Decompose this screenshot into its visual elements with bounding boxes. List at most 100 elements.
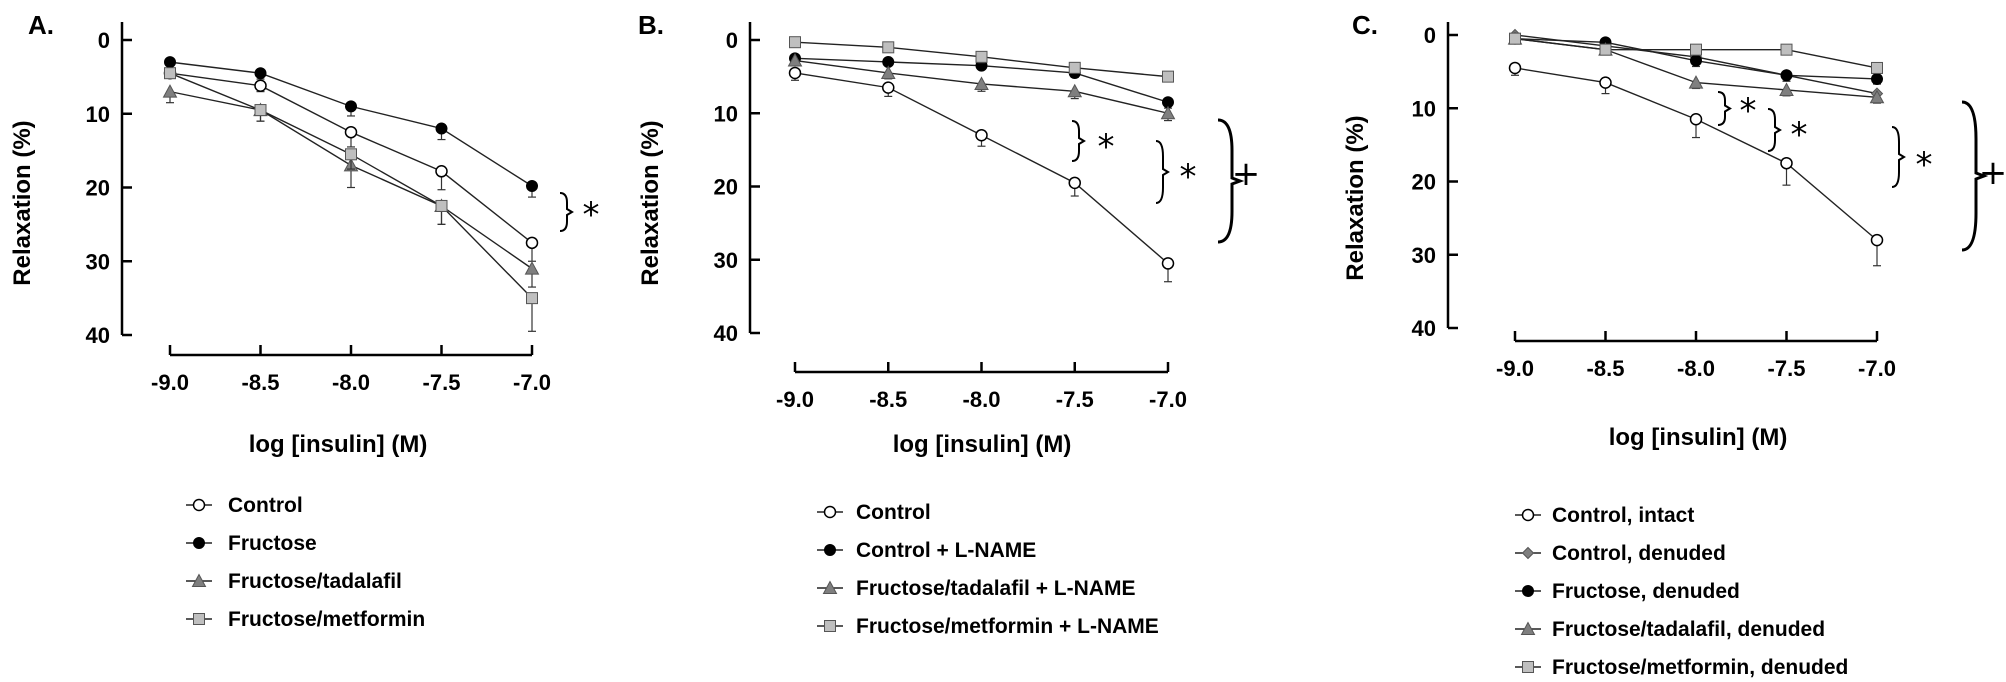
legend-entry: Fructose/tadalafil [228, 570, 402, 593]
panel-label: A. [28, 10, 54, 40]
data-point [1509, 32, 1521, 45]
significance-plus: + [1232, 154, 1261, 194]
data-point [1690, 54, 1702, 67]
data-point [1161, 257, 1175, 270]
significance-plus: + [1979, 153, 2006, 193]
significance-star: * [1180, 157, 1197, 197]
data-point [1870, 233, 1884, 247]
data-point [526, 292, 538, 305]
significance-bracket [1155, 140, 1170, 204]
data-point [525, 236, 539, 250]
data-point [1599, 76, 1612, 89]
data-point [526, 180, 538, 193]
y-tick-label: 20 [86, 176, 110, 201]
chart-panel-c: C. 0 10 20 30 40 -9.0 -8.5 -8.0 -7.5 -7.0 Relaxatio… [1342, 10, 2006, 679]
y-tick-label: 20 [714, 175, 738, 200]
data-point [1689, 112, 1703, 126]
series-fructose-metformin-denuded [1509, 32, 1883, 74]
legend-marker [1522, 585, 1534, 597]
data-point [789, 36, 801, 49]
x-tick-label: -8.0 [332, 370, 370, 395]
legend-entry: Control [228, 494, 303, 517]
y-tick-label: 40 [714, 321, 738, 346]
x-tick-label: -9.0 [151, 370, 189, 395]
y-tick-label: 30 [714, 248, 738, 273]
x-tick-label: -7.5 [1768, 356, 1806, 381]
legend-marker [193, 537, 205, 549]
y-axis-title: Relaxation (%) [1342, 115, 1369, 280]
y-tick-label: 40 [86, 323, 110, 348]
x-tick-label: -7.0 [1149, 387, 1187, 412]
legend-marker [1522, 661, 1534, 673]
data-point [1068, 176, 1081, 190]
significance-star: * [1916, 145, 1933, 185]
data-point [974, 76, 989, 90]
x-tick-label: -8.5 [1587, 356, 1625, 381]
legend-marker [823, 505, 837, 519]
y-tick-label: 40 [1412, 316, 1436, 341]
series-fructose-metformin-l-name [789, 36, 1174, 83]
y-tick-label: 0 [98, 28, 110, 53]
data-point [435, 199, 448, 212]
significance-bracket [1717, 91, 1732, 126]
significance-bracket [1891, 126, 1906, 188]
data-point [164, 56, 176, 69]
chart-panel-a: A. 0 10 20 30 40 -9.0 -8.5 -8.0 -7.5 -7.0 Relaxatio… [9, 10, 600, 631]
significance-bracket [1961, 100, 1989, 252]
significance-star: * [1098, 127, 1115, 167]
data-point [345, 148, 357, 161]
legend-entry: Fructose/tadalafil + L-NAME [856, 577, 1135, 600]
x-tick-label: -9.0 [776, 387, 814, 412]
y-tick-label: 30 [86, 249, 110, 274]
legend-marker [192, 498, 206, 512]
x-tick-label: -8.5 [869, 387, 907, 412]
data-point [254, 67, 267, 80]
data-point [880, 65, 896, 79]
data-point [1599, 43, 1612, 56]
data-point [524, 261, 540, 275]
legend-marker [193, 613, 205, 625]
data-point [435, 165, 448, 178]
data-point [164, 67, 176, 80]
data-point [162, 84, 178, 98]
y-axis-title: Relaxation (%) [637, 120, 664, 285]
significance-bracket [1767, 108, 1782, 152]
legend-marker [822, 580, 838, 594]
x-tick-label: -8.0 [963, 387, 1001, 412]
legend-entry: Fructose/tadalafil, denuded [1552, 618, 1825, 641]
data-point [1780, 156, 1793, 170]
data-point [1780, 43, 1793, 56]
data-point [254, 79, 267, 92]
x-tick-label: -8.0 [1677, 356, 1715, 381]
series-line [794, 72, 1169, 264]
x-tick-label: -7.5 [423, 370, 461, 395]
x-tick-label: -7.0 [1858, 356, 1896, 381]
chart-panel-b: B. 0 10 20 30 40 -9.0 -8.5 -8.0 -7.5 -7.0 Relaxatio… [637, 10, 1260, 638]
legend-marker [1521, 546, 1535, 560]
x-tick-label: -7.5 [1056, 387, 1094, 412]
legend-marker [824, 544, 836, 556]
series-control-intact [1508, 61, 1884, 267]
data-point [1779, 82, 1794, 96]
significance-star: * [1740, 91, 1757, 131]
legend-entry: Control, intact [1552, 504, 1694, 527]
data-point [1869, 89, 1885, 104]
series-fructose-tadalafil-l-name [787, 52, 1176, 122]
x-axis-title: log [insulin] (M) [893, 431, 1072, 458]
data-point [1871, 61, 1883, 74]
data-point [787, 52, 803, 67]
data-point [1162, 70, 1174, 83]
series-line [1514, 67, 1878, 241]
legend-entry: Control [856, 501, 931, 524]
x-axis-title: log [insulin] (M) [1609, 424, 1788, 451]
data-point [345, 100, 357, 113]
data-point [788, 66, 802, 80]
data-point [1871, 72, 1883, 85]
x-tick-label: -8.5 [242, 370, 280, 395]
panel-label: C. [1352, 10, 1378, 40]
data-point [254, 104, 267, 117]
y-tick-label: 10 [714, 101, 738, 126]
legend-marker [1520, 621, 1536, 635]
significance-bracket [559, 192, 574, 232]
